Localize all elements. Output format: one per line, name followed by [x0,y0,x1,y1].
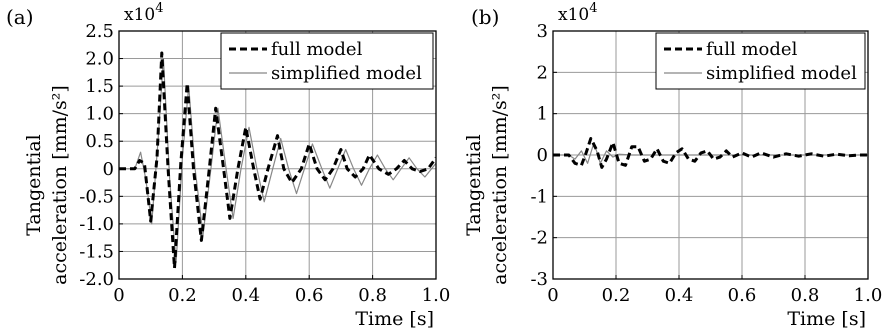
y-axis-label-line1: Tangential [23,134,45,236]
y-tick-label: 0 [537,145,548,166]
y-tick-label: 1 [537,104,548,125]
series-line-full-model [553,137,868,169]
x-axis-label: Time [s] [355,308,434,330]
x-tick-label: 0.4 [231,285,260,306]
legend-label: full model [271,39,363,60]
y-axis-label-line2: acceleration [mm/s²] [49,85,71,285]
legend: full model simplified model [220,32,434,90]
axis-multiplier: x104 [124,1,164,25]
panel-label: (a) [6,5,34,29]
y-tick-label: -1.0 [79,214,114,235]
legend-label: simplified model [271,63,422,84]
y-tick-label: 0 [103,159,114,180]
x-tick-label: 0.8 [358,285,387,306]
x-tick-label: 1.0 [854,285,883,306]
legend-label: full model [706,39,798,60]
y-tick-label: -0.5 [79,186,114,207]
y-tick-label: -3 [530,269,548,290]
y-tick-label: 1.0 [85,104,114,125]
legend-box [655,32,866,90]
y-tick-label: -1.5 [79,241,114,262]
x-tick-label: 0 [113,285,124,306]
axis-multiplier: x104 [558,1,598,25]
axis-multiplier-exponent: 4 [155,1,163,16]
x-tick-label: 0.8 [791,285,820,306]
chart-panel-a: 0 0.2 0.4 0.6 0.8 1.0 -2.0 -1.5 -1.0 -0.5 0 0.5 1.0 1… [6,1,450,330]
x-tick-label: 0.2 [168,285,197,306]
legend-label: simplified model [706,63,857,84]
y-tick-label: 0.5 [85,131,114,152]
legend-box [220,32,434,90]
y-axis-label-line1: Tangential [463,134,485,236]
series-line-simplified-model [553,142,868,164]
axis-multiplier-base: x10 [558,5,589,25]
y-tick-label: -2.0 [79,269,114,290]
axis-multiplier-base: x10 [124,5,155,25]
y-tick-label: 2.5 [85,21,114,42]
axis-multiplier-exponent: 4 [589,1,597,16]
y-tick-label: 1.5 [85,76,114,97]
y-tick-label: 2.0 [85,49,114,70]
y-tick-label: -2 [530,228,548,249]
legend: full model simplified model [655,32,866,90]
y-tick-label: 3 [537,21,548,42]
plot-frame [118,30,437,280]
x-tick-label: 0.4 [665,285,694,306]
x-tick-label: 1.0 [422,285,451,306]
x-axis-label: Time [s] [787,308,866,330]
x-tick-label: 0 [547,285,558,306]
panel-label: (b) [471,5,499,29]
x-tick-label: 0.6 [295,285,324,306]
series-line-full-model [119,51,436,270]
y-tick-label: 2 [537,62,548,83]
x-tick-label: 0.2 [602,285,631,306]
x-tick-label: 0.6 [728,285,757,306]
y-axis-label-line2: acceleration [mm/s²] [489,85,511,285]
y-tick-label: -1 [530,186,548,207]
chart-panel-b: 0 0.2 0.4 0.6 0.8 1.0 -3 -2 -1 0 1 2 3 Time [s] Tangen… [463,1,882,330]
